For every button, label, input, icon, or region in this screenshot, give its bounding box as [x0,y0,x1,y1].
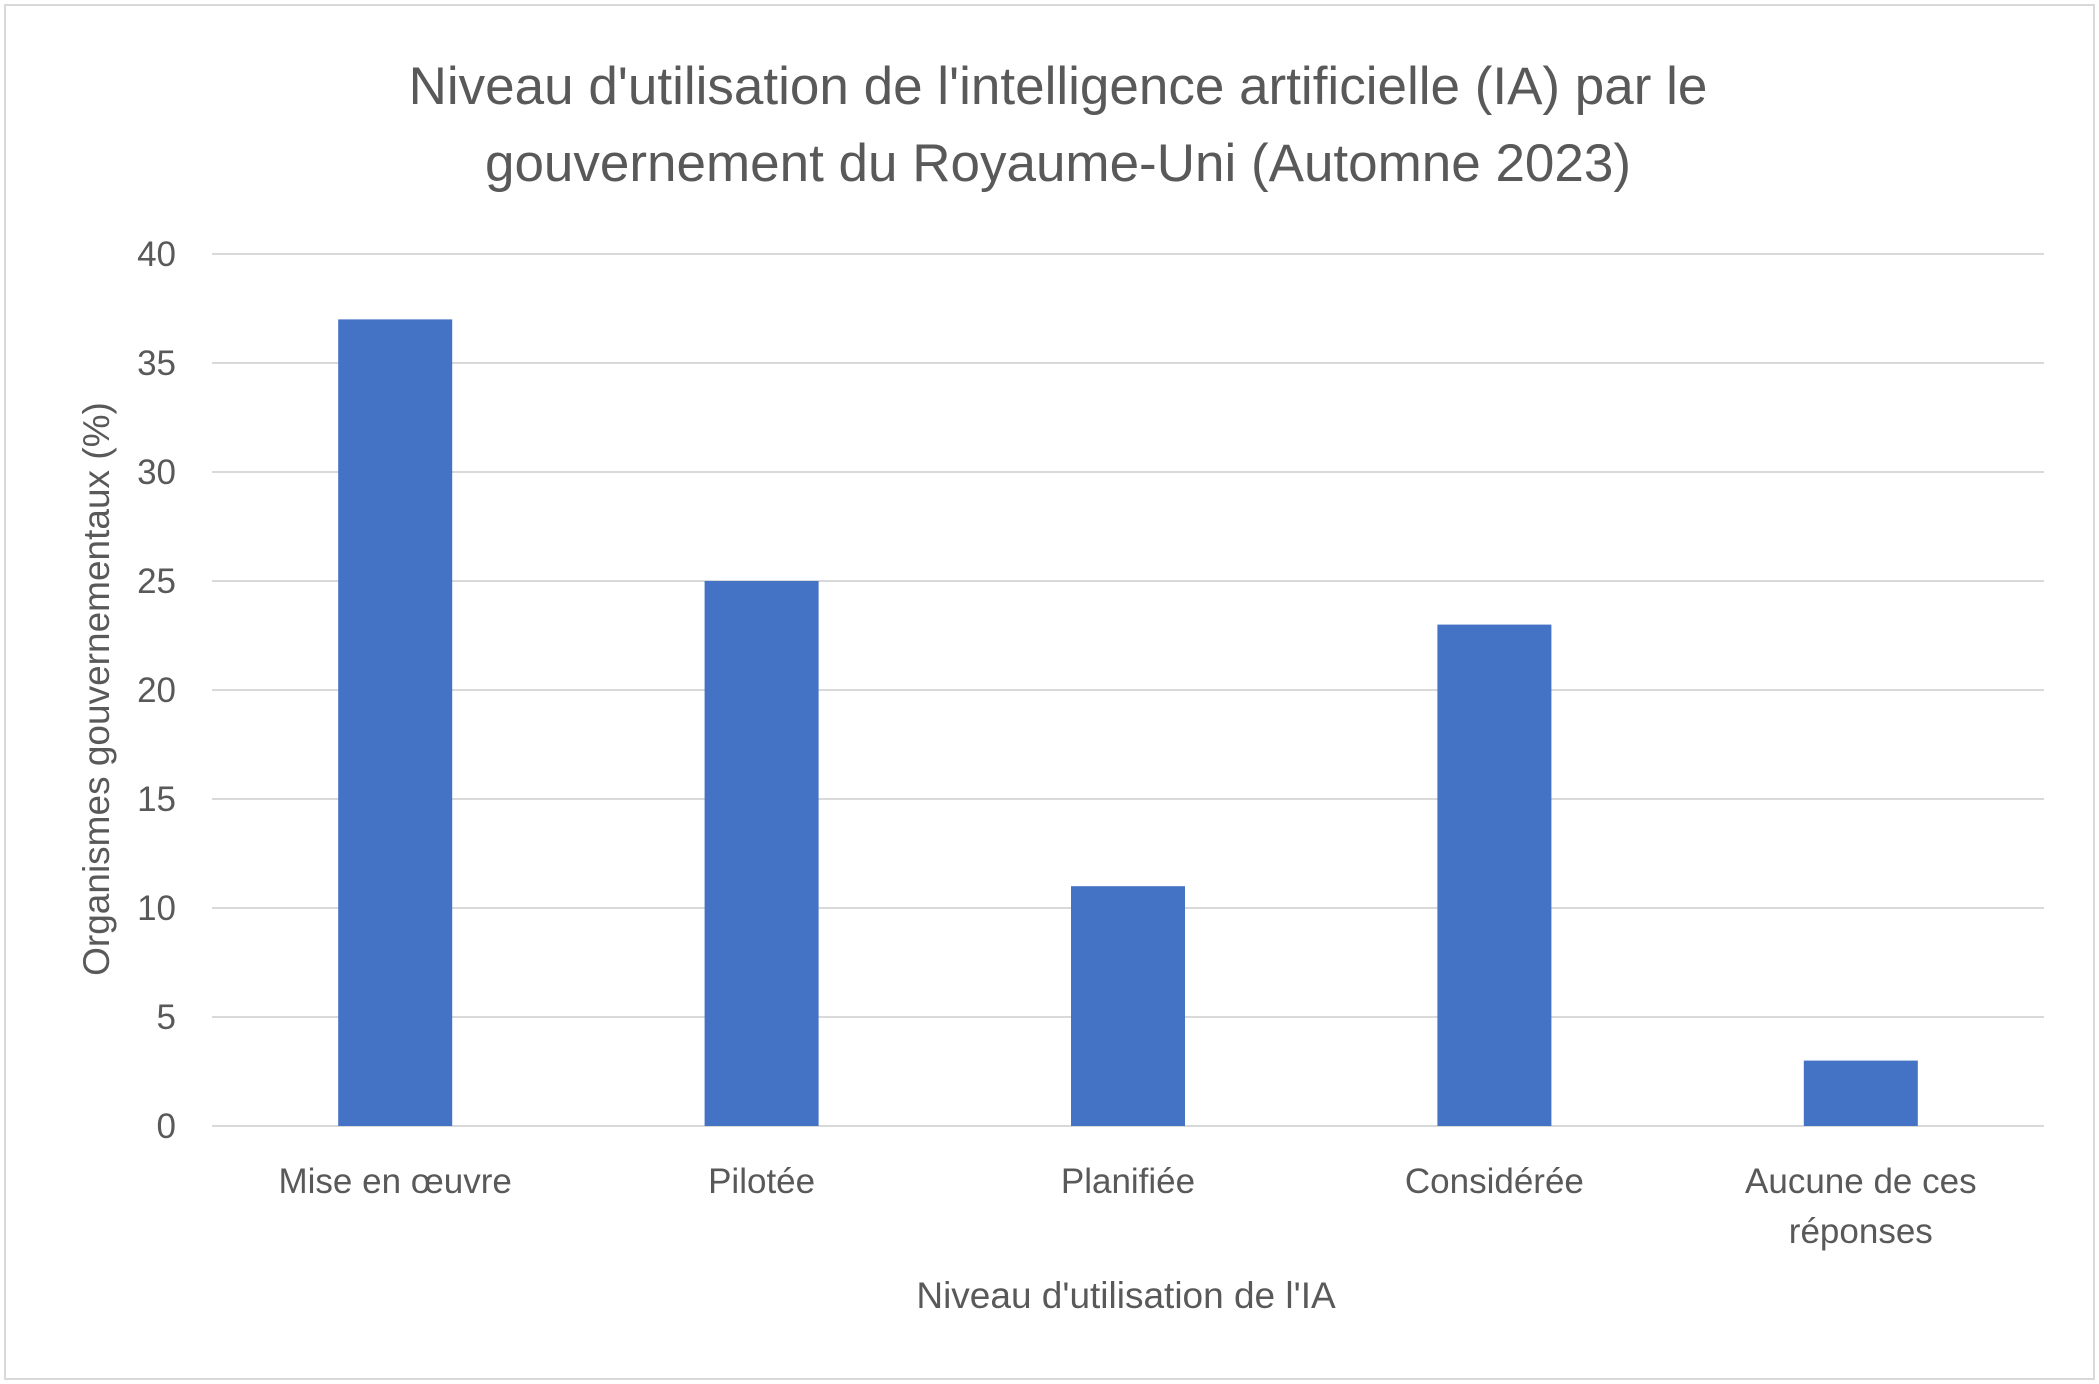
x-tick-label: Aucune de ces [1745,1162,1977,1201]
bar-chart: Niveau d'utilisation de l'intelligence a… [76,57,2044,1316]
x-tick-label: Pilotée [708,1162,815,1201]
x-tick-label: réponses [1789,1212,1933,1251]
y-tick-label: 25 [137,562,176,601]
y-tick-label: 5 [157,998,176,1037]
y-axis-title: Organismes gouvernementaux (%) [76,402,117,976]
x-axis-title: Niveau d'utilisation de l'IA [916,1275,1336,1316]
x-tick-label: Mise en œuvre [278,1162,511,1201]
chart-title-line-1: Niveau d'utilisation de l'intelligence a… [409,57,1708,116]
y-tick-label: 10 [137,889,176,928]
bar [1437,624,1552,1126]
x-tick-label: Planifiée [1061,1162,1195,1201]
bar [1071,886,1185,1126]
y-tick-label: 0 [157,1107,176,1146]
gridlines [212,253,2044,1127]
bar [1803,1060,1918,1126]
chart-title-line-2: gouvernement du Royaume-Uni (Automne 202… [485,134,1631,193]
y-axis-ticks: 0 5 10 15 20 25 30 35 40 [137,235,176,1146]
y-tick-label: 20 [137,671,176,710]
x-tick-label: Considérée [1405,1162,1584,1201]
chart-frame: Niveau d'utilisation de l'intelligence a… [4,4,2095,1380]
y-tick-label: 15 [137,780,176,819]
bars [338,319,1918,1126]
y-tick-label: 40 [137,235,176,274]
bar [704,581,819,1126]
x-axis-ticks: Mise en œuvre Pilotée Planifiée Considérée A… [278,1162,1976,1251]
y-tick-label: 30 [137,453,176,492]
y-tick-label: 35 [137,344,176,383]
bar [338,319,453,1126]
